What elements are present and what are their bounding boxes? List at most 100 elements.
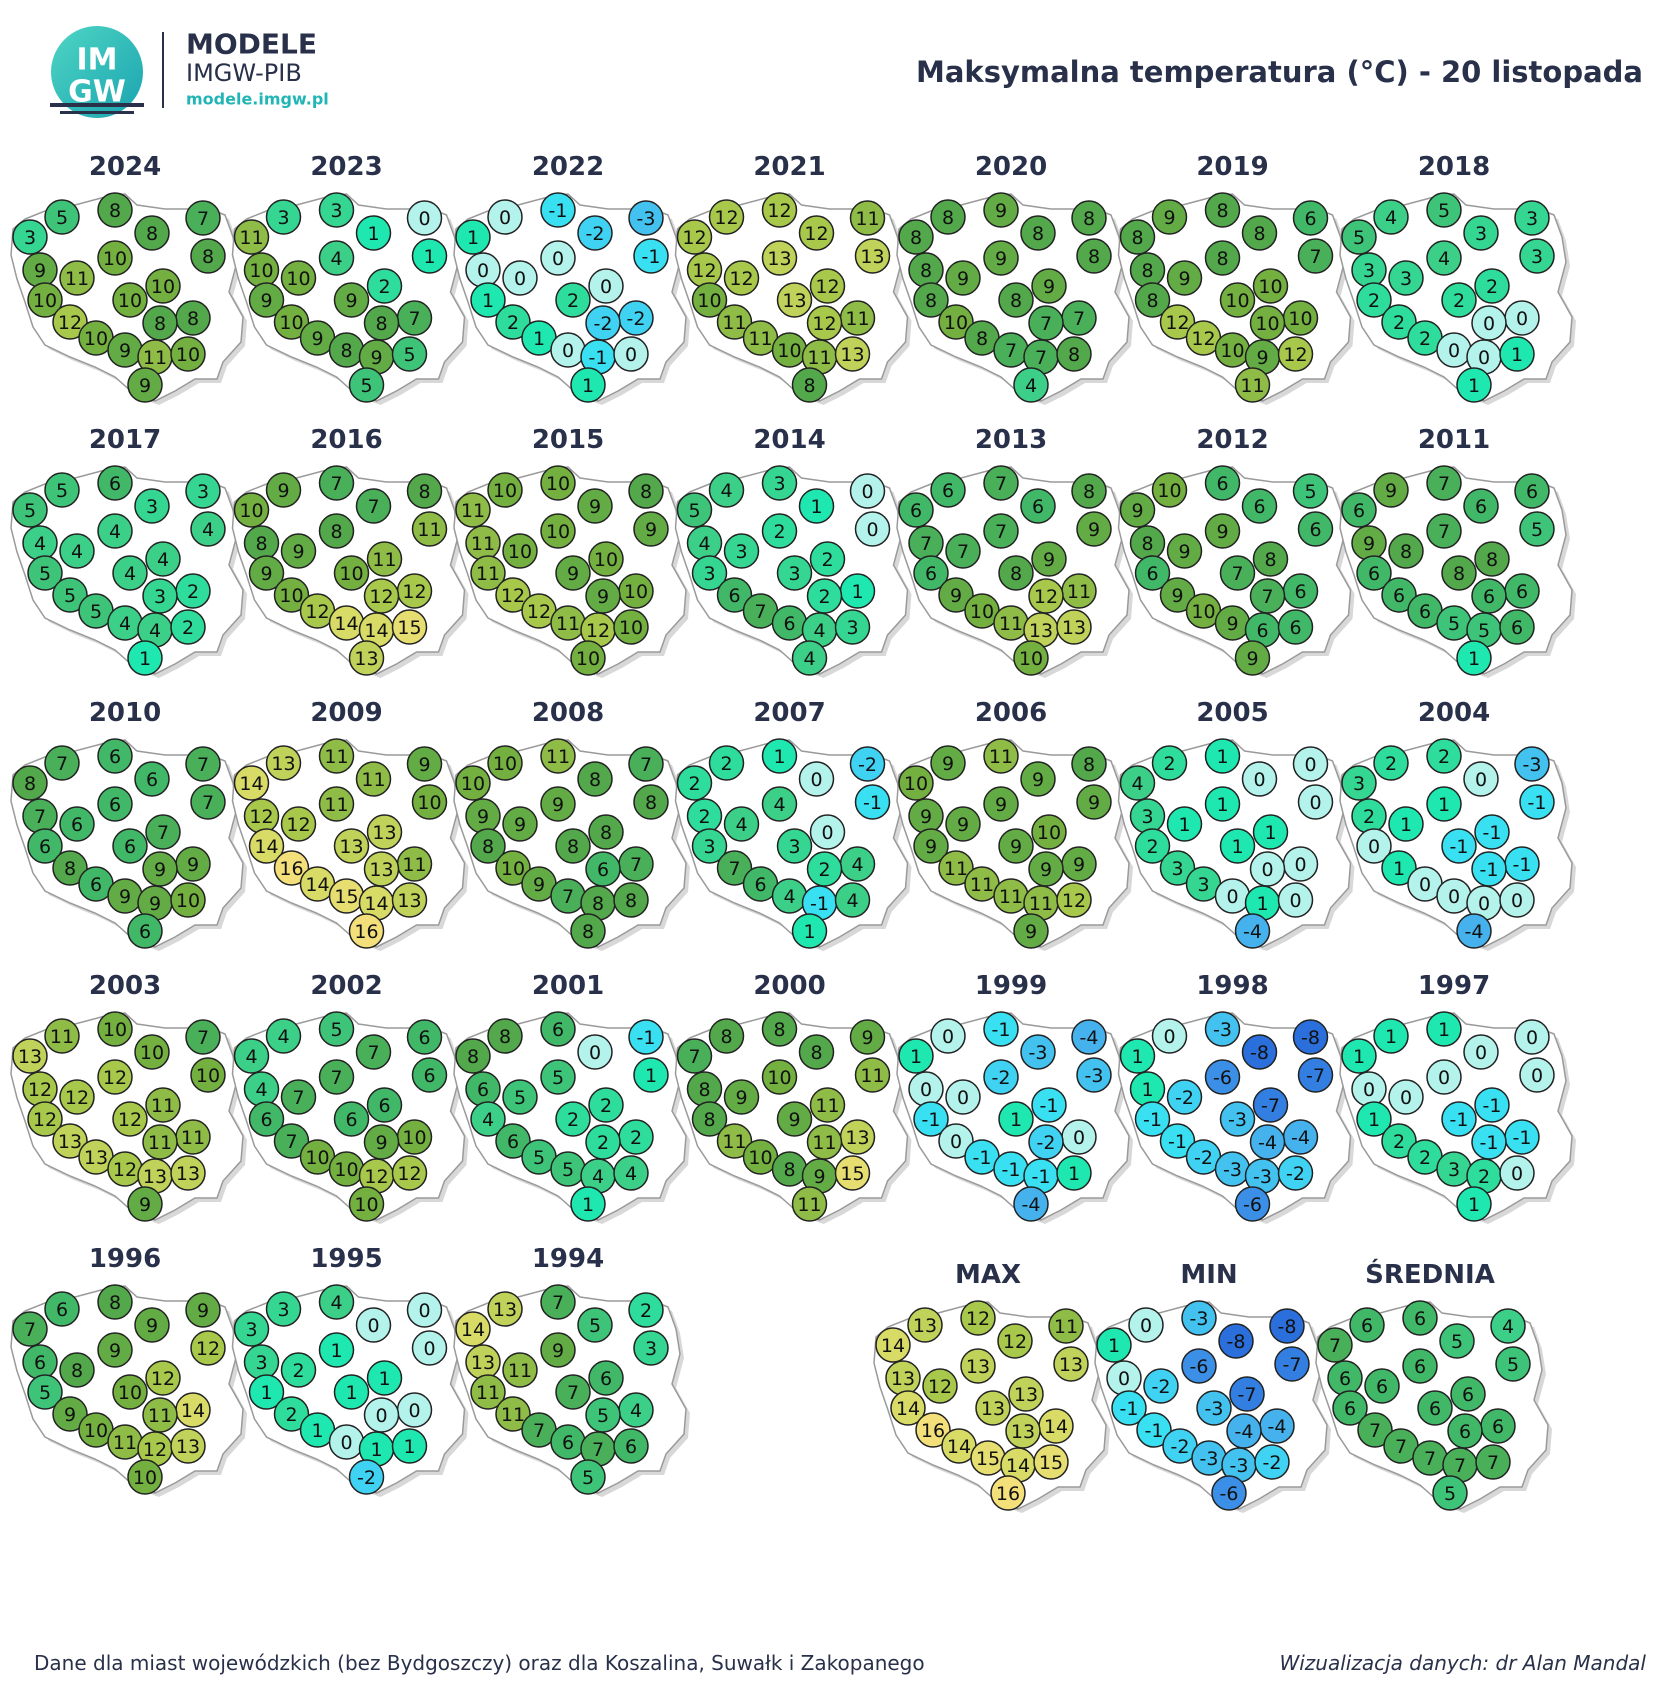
- station-marker: [134, 215, 170, 251]
- station-value: 7: [197, 208, 209, 230]
- station-marker: [1071, 473, 1107, 509]
- station-value: 14: [461, 1319, 485, 1341]
- station-value: 6: [1256, 620, 1268, 642]
- station-marker: [59, 533, 95, 569]
- station-value: 9: [1163, 207, 1175, 229]
- station-value: 13: [176, 1436, 200, 1458]
- station-marker: [1519, 1057, 1555, 1093]
- station-value: 15: [397, 617, 421, 639]
- station-marker: [555, 828, 591, 864]
- station-value: -3: [1213, 1019, 1232, 1041]
- station-value: 11: [797, 1194, 821, 1216]
- station-value: 9: [1032, 769, 1044, 791]
- station-value: -3: [1253, 1166, 1272, 1188]
- station-marker: [185, 473, 221, 509]
- station-value: 10: [624, 581, 648, 603]
- station-value: -1: [1002, 1159, 1021, 1181]
- station-marker: [273, 304, 310, 340]
- station-marker: [998, 555, 1034, 591]
- station-value: 0: [1363, 1079, 1375, 1101]
- map-title: MIN: [1180, 1260, 1237, 1290]
- map-title: 2017: [89, 425, 161, 455]
- station-marker: [1056, 1155, 1092, 1191]
- station-value: 2: [640, 1300, 652, 1322]
- station-marker: [487, 1018, 523, 1054]
- station-marker: [185, 1019, 221, 1055]
- station-marker: [930, 472, 966, 508]
- station-marker: [1219, 1101, 1256, 1137]
- station-marker: [1475, 1444, 1511, 1480]
- station-value: 8: [109, 200, 121, 222]
- station-marker: [145, 541, 181, 577]
- map-title: 1999: [975, 971, 1047, 1001]
- station-marker: [318, 465, 355, 501]
- station-value: 4: [698, 533, 710, 555]
- station-value: 12: [1191, 328, 1215, 350]
- station-value: 9: [942, 753, 954, 775]
- station-value: 11: [501, 1404, 525, 1426]
- station-value: 3: [277, 1299, 289, 1321]
- station-value: 12: [28, 1079, 52, 1101]
- station-value: 0: [514, 268, 526, 290]
- station-value: 9: [418, 754, 430, 776]
- station-value: 1: [1400, 814, 1412, 836]
- station-marker: [97, 786, 133, 822]
- station-value: -7: [1261, 1095, 1280, 1117]
- station-value: 14: [239, 773, 263, 795]
- station-value: 8: [783, 1159, 795, 1181]
- station-value: 5: [552, 1067, 564, 1089]
- station-marker: [1277, 336, 1314, 372]
- station-value: 15: [334, 886, 358, 908]
- station-marker: [52, 304, 88, 340]
- station-value: 8: [1486, 549, 1498, 571]
- station-value: -3: [1230, 1455, 1249, 1477]
- station-marker: [1356, 555, 1392, 591]
- station-value: 3: [1526, 208, 1538, 230]
- station-marker: [1071, 200, 1107, 236]
- station-value: 9: [589, 496, 601, 518]
- station-value: 4: [813, 620, 825, 642]
- station-marker: [633, 784, 669, 820]
- station-value: 8: [1146, 290, 1158, 312]
- station-value: -3: [1523, 754, 1542, 776]
- station-value: 11: [508, 1360, 532, 1382]
- station-value: 12: [113, 1159, 137, 1181]
- station-value: 0: [1289, 890, 1301, 912]
- station-marker: [1056, 609, 1092, 645]
- station-marker: [333, 1101, 370, 1137]
- station-marker: [391, 882, 428, 918]
- station-value: 8: [925, 290, 937, 312]
- station-marker: [1388, 806, 1424, 842]
- station-marker: [97, 1332, 133, 1368]
- station-marker: [1020, 488, 1056, 524]
- map-title: 1998: [1196, 971, 1268, 1001]
- station-marker: [1332, 1390, 1368, 1426]
- station-value: 5: [597, 1405, 609, 1427]
- station-value: 10: [1255, 313, 1279, 335]
- station-marker: [233, 492, 270, 528]
- station-value: 4: [482, 1109, 494, 1131]
- station-value: 8: [592, 893, 604, 915]
- station-value: 6: [1393, 585, 1405, 607]
- station-value: 2: [818, 859, 830, 881]
- station-value: 11: [1029, 893, 1053, 915]
- station-marker: [761, 738, 798, 774]
- station-value: 7: [1073, 308, 1085, 330]
- station-marker: [333, 282, 370, 318]
- station-value: 1: [1438, 1019, 1450, 1041]
- station-marker: [570, 1186, 606, 1222]
- station-marker: [280, 1352, 317, 1388]
- station-marker: [1495, 1346, 1531, 1382]
- station-marker: [27, 282, 63, 318]
- station-value: 0: [1294, 854, 1306, 876]
- station-value: 11: [546, 746, 570, 768]
- station-value: 12: [1283, 344, 1307, 366]
- station-marker: [1151, 745, 1188, 781]
- station-value: 8: [1400, 541, 1412, 563]
- station-marker: [1204, 192, 1241, 228]
- station-marker: [1166, 1079, 1203, 1115]
